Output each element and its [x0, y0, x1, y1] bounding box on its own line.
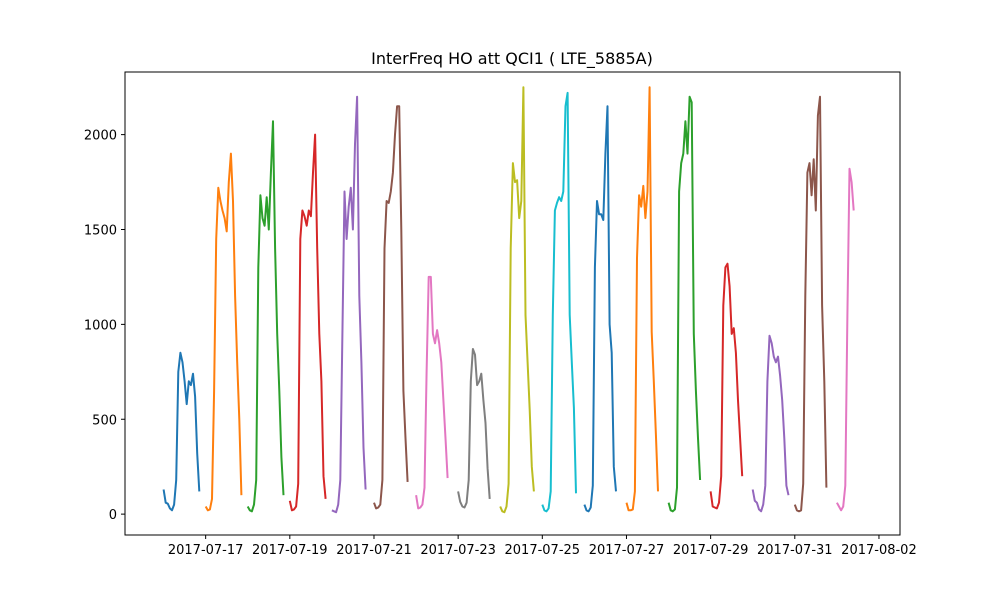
series-line-11 — [583, 105, 617, 513]
y-axis: 0 500 1000 1500 2000 — [84, 129, 125, 523]
y-tick-label: 1000 — [84, 318, 117, 333]
series-line-10 — [541, 91, 577, 513]
x-tick-label: 2017-07-23 — [420, 543, 496, 558]
x-tick-label: 2017-07-27 — [589, 543, 665, 558]
series-line-15 — [751, 334, 790, 513]
x-tick-label: 2017-07-17 — [168, 543, 244, 558]
chart-title: InterFreq HO att QCI1 ( LTE_5885A) — [371, 49, 653, 69]
series-line-1 — [162, 351, 201, 512]
series-line-12 — [625, 86, 659, 512]
x-tick-label: 2017-07-31 — [757, 543, 833, 558]
x-tick-label: 2017-07-19 — [252, 543, 328, 558]
x-axis: 2017-07-17 2017-07-19 2017-07-21 2017-07-23… — [168, 535, 917, 558]
series-line-17 — [836, 167, 855, 512]
plot-frame — [124, 71, 901, 536]
y-tick-label: 1500 — [84, 223, 117, 238]
y-tick-label: 500 — [92, 413, 117, 428]
x-tick-label: 2017-07-25 — [505, 543, 581, 558]
series-line-2 — [204, 152, 243, 512]
series-line-7 — [415, 275, 449, 510]
series-layer — [162, 86, 855, 514]
series-line-5 — [331, 95, 367, 514]
y-tick-label: 2000 — [84, 129, 117, 144]
x-tick-label: 2017-08-02 — [841, 543, 917, 558]
series-line-16 — [793, 95, 828, 513]
y-tick-label: 0 — [109, 508, 117, 523]
series-line-4 — [288, 133, 327, 512]
series-line-9 — [499, 86, 535, 514]
x-tick-label: 2017-07-21 — [336, 543, 412, 558]
series-line-13 — [667, 95, 702, 513]
series-line-3 — [246, 120, 285, 513]
series-line-6 — [373, 105, 409, 510]
x-tick-label: 2017-07-29 — [673, 543, 749, 558]
series-line-8 — [457, 348, 491, 509]
series-line-14 — [709, 262, 744, 510]
